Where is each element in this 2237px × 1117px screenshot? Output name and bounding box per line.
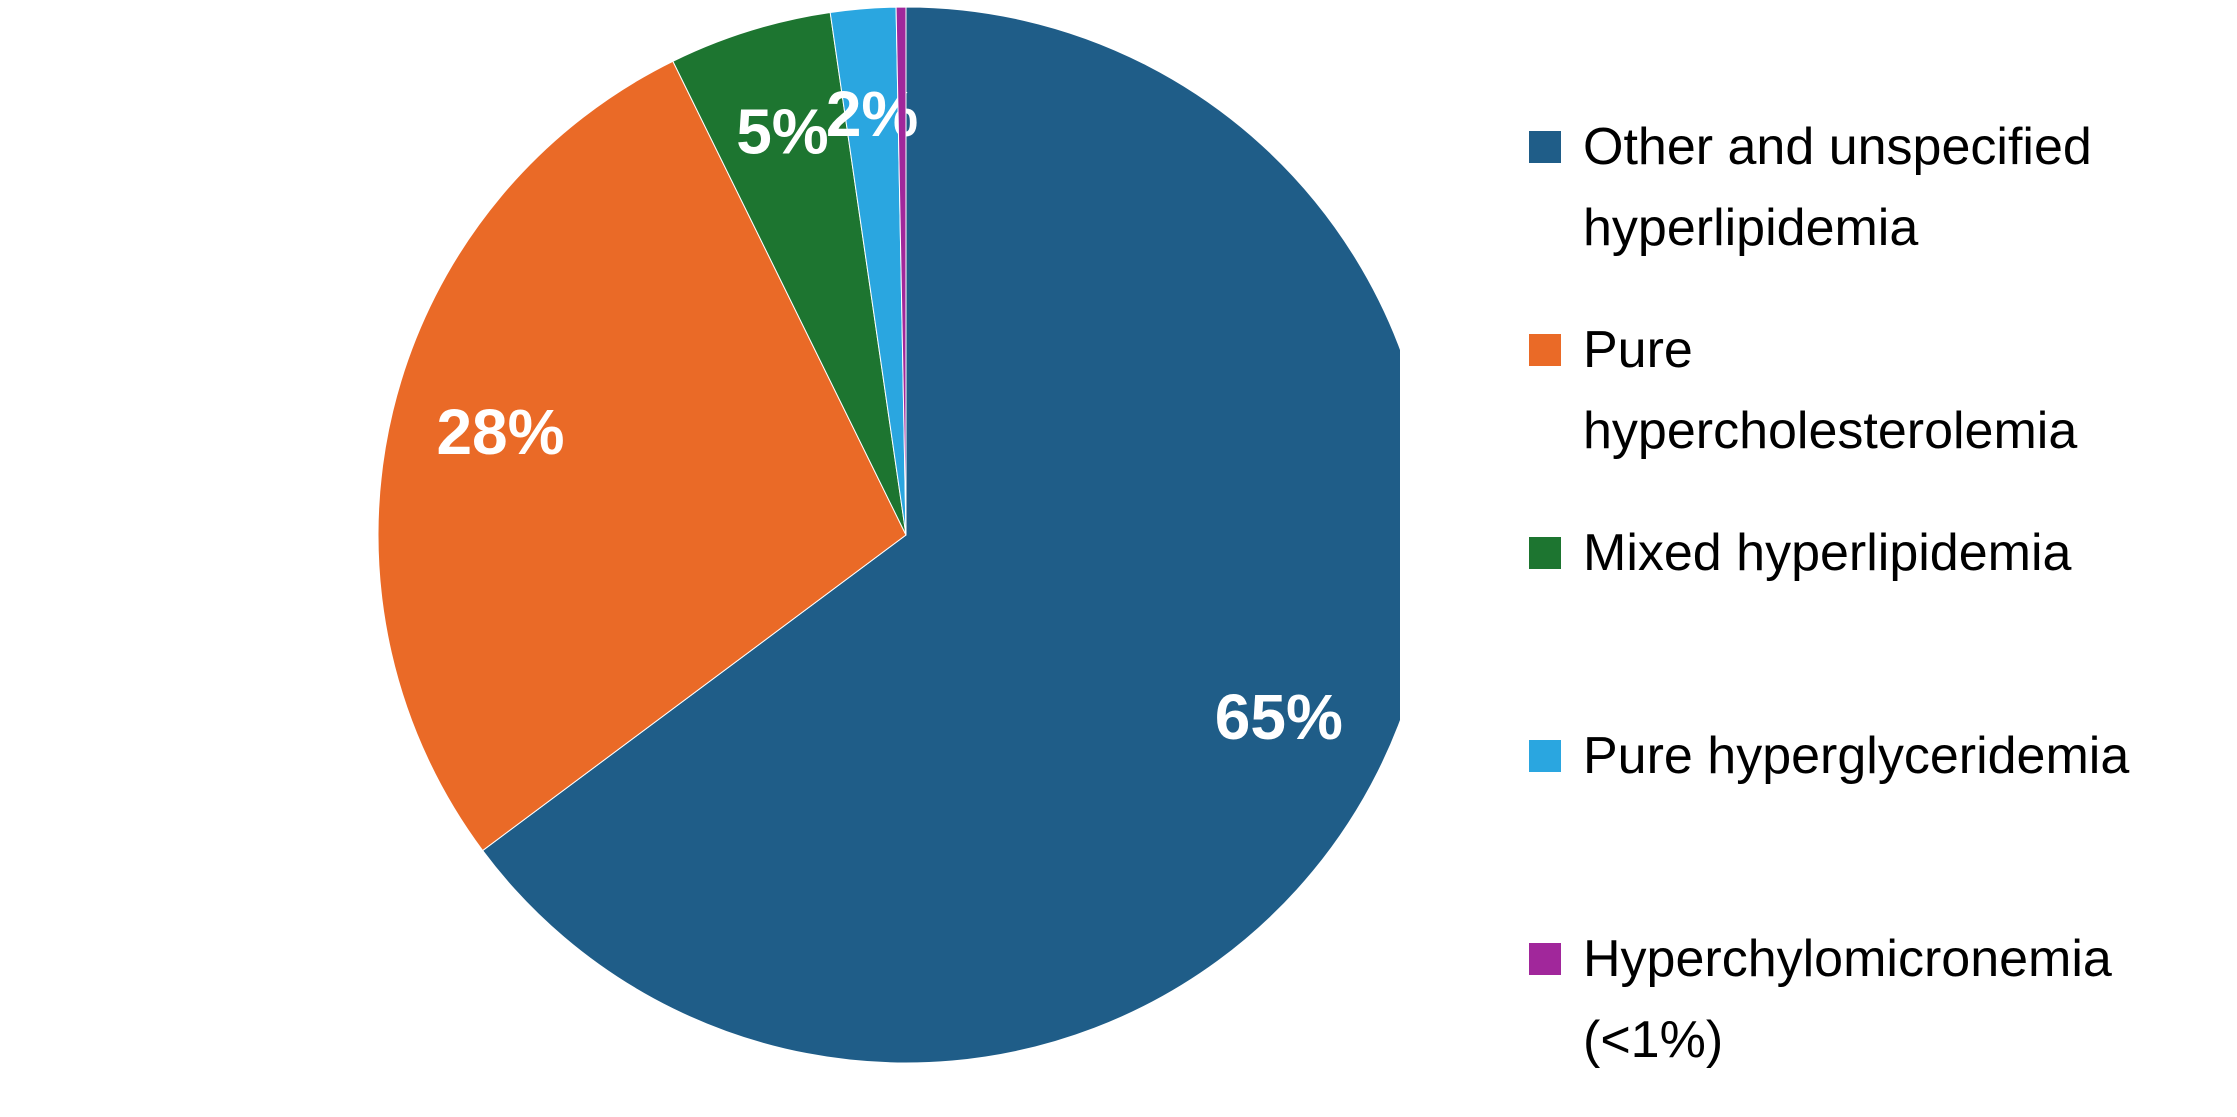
value-label: 28% <box>436 396 564 468</box>
legend-label: Other and unspecified hyperlipidemia <box>1583 118 2092 257</box>
pie-slice <box>377 60 907 852</box>
legend-label: Mixed hyperlipidemia <box>1583 524 2072 582</box>
legend-swatch <box>1529 740 1561 772</box>
pie-slice <box>672 11 907 536</box>
legend-item: Other and unspecified hyperlipidemia <box>1529 107 2169 269</box>
legend-swatch <box>1529 537 1561 569</box>
legend-item: Pure hypercholesterolemia <box>1529 310 2169 472</box>
legend-label: Pure hyperglyceridemia <box>1583 727 2130 785</box>
value-label: 5% <box>736 96 829 168</box>
legend-label: Pure hypercholesterolemia <box>1583 321 2078 460</box>
pie-slice <box>895 6 907 536</box>
legend-item: Hyperchylomicronemia (<1%) <box>1529 919 2169 1081</box>
value-label: 65% <box>1215 681 1343 753</box>
legend-item: Mixed hyperlipidemia <box>1529 513 2169 594</box>
legend-label: Hyperchylomicronemia (<1%) <box>1583 930 2112 1069</box>
legend-item: Pure hyperglyceridemia <box>1529 716 2169 797</box>
legend-swatch <box>1529 943 1561 975</box>
pie-slice <box>481 6 1400 1064</box>
legend-swatch <box>1529 131 1561 163</box>
legend-swatch <box>1529 334 1561 366</box>
chart: 65%28%5%2% <box>377 6 1400 1064</box>
